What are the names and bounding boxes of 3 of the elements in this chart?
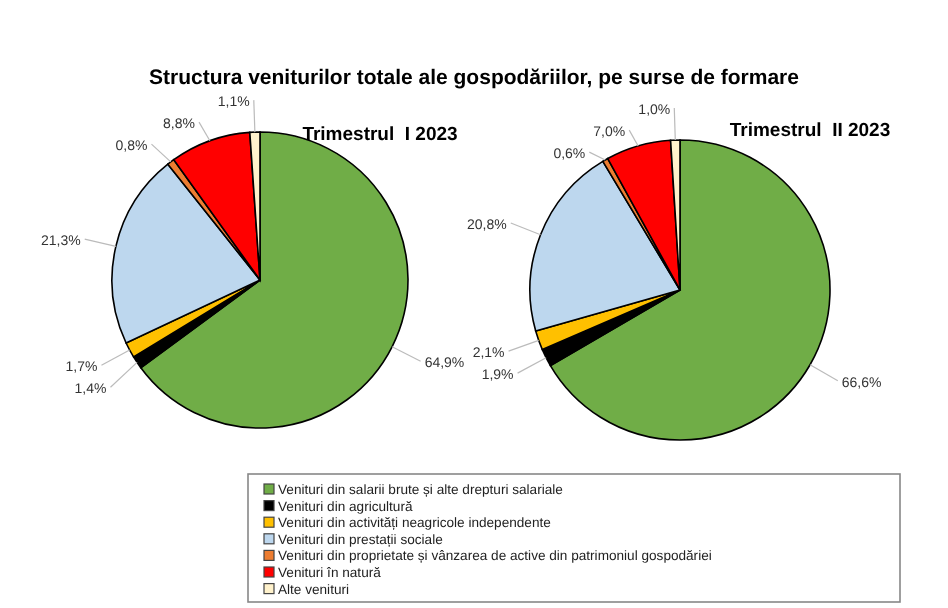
chart-title: Structura veniturilor totale ale gospodăriilor, pe surse de formare — [148, 66, 800, 90]
text: Trimestrul I 2023 — [302, 124, 458, 146]
text: Trimestrul II 2023 — [729, 120, 891, 142]
